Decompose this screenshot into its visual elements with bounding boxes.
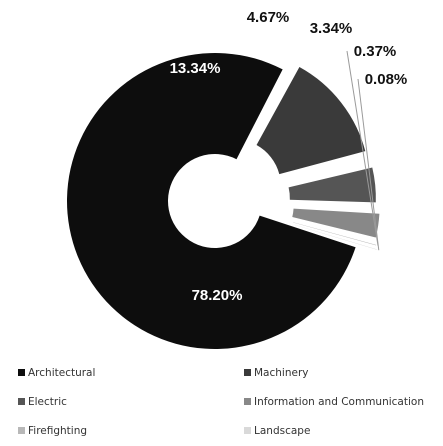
legend-label-machinery: Machinery: [254, 367, 308, 379]
slice-firefighting: [293, 222, 377, 246]
slice-electric: [288, 167, 376, 203]
legend-swatch-information-and-communication: [244, 398, 251, 405]
data-label-landscape: 0.08%: [365, 71, 408, 88]
legend-item-electric: Electric: [18, 396, 67, 408]
data-label-machinery: 13.34%: [170, 60, 221, 77]
slice-information-and-communication: [292, 208, 380, 238]
data-label-electric: 4.67%: [247, 9, 290, 26]
legend-item-information-and-communication: Information and Communication: [244, 396, 424, 408]
slice-landscape: [294, 224, 377, 250]
legend-item-architectural: Architectural: [18, 367, 95, 379]
chart-slices: [66, 52, 380, 350]
legend-swatch-firefighting: [18, 427, 25, 434]
data-label-firefighting: 0.37%: [354, 43, 397, 60]
legend-swatch-electric: [18, 398, 25, 405]
data-label-information-and-communication: 3.34%: [310, 20, 353, 37]
legend-swatch-machinery: [244, 369, 251, 376]
leader-line-firefighting: [346, 50, 379, 246]
legend-swatch-architectural: [18, 369, 25, 376]
legend-label-electric: Electric: [28, 396, 67, 408]
slice-machinery: [256, 67, 366, 175]
data-labels: 78.20% 13.34% 4.67% 3.34%0.37% 0.08%: [170, 9, 408, 304]
leader-line-landscape: [357, 78, 380, 251]
legend-label-landscape: Landscape: [254, 425, 310, 437]
legend-label-firefighting: Firefighting: [28, 425, 87, 437]
legend: Architectural Machinery Electric Informatio…: [18, 367, 424, 437]
slice-architectural: [66, 52, 356, 350]
legend-label-information-and-communication: Information and Communication: [254, 396, 424, 408]
legend-item-firefighting: Firefighting: [18, 425, 87, 437]
leader-lines: [346, 50, 380, 251]
legend-item-machinery: Machinery: [244, 367, 308, 379]
legend-label-architectural: Architectural: [28, 367, 95, 379]
data-label-architectural: 78.20%: [192, 287, 243, 304]
legend-item-landscape: Landscape: [244, 425, 310, 437]
legend-swatch-landscape: [244, 427, 251, 434]
